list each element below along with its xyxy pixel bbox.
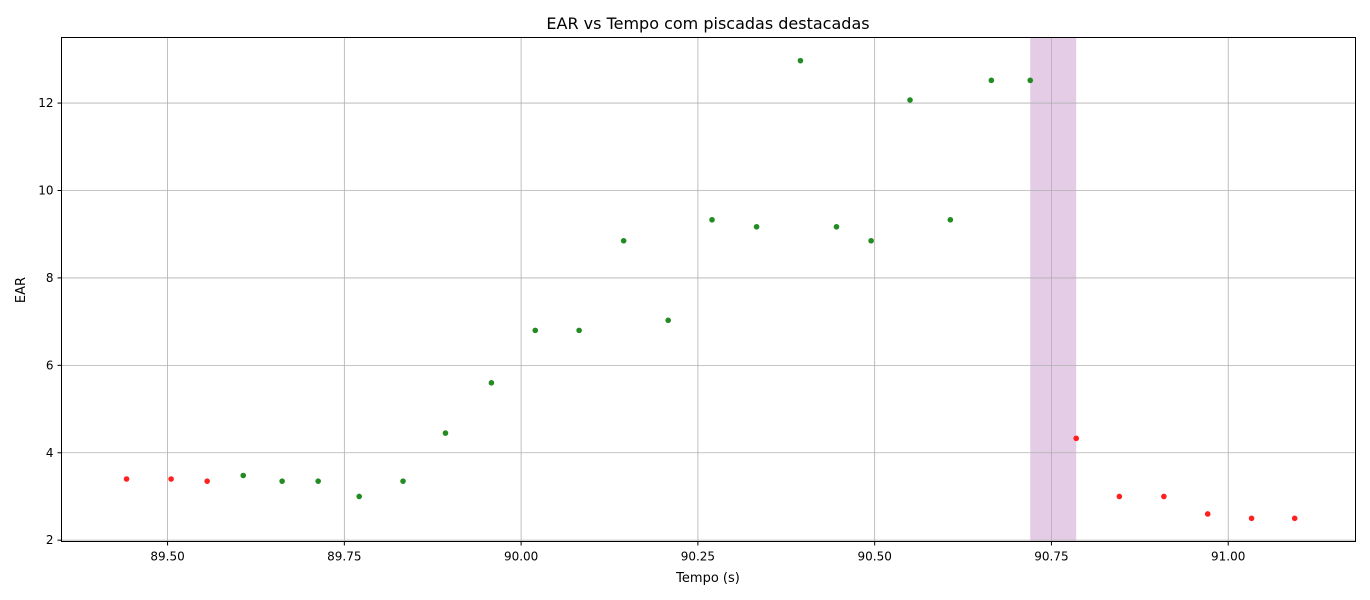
data-point xyxy=(204,478,210,484)
data-point xyxy=(1116,493,1123,500)
y-tick-label: 8 xyxy=(46,271,54,285)
data-point xyxy=(797,57,804,64)
data-point xyxy=(907,97,913,103)
data-point xyxy=(947,216,954,223)
data-point xyxy=(488,380,495,386)
plot-frame xyxy=(61,37,1356,542)
data-point xyxy=(240,472,247,479)
x-tick-label: 90.75 xyxy=(1034,550,1068,564)
data-point xyxy=(620,237,627,244)
data-point xyxy=(709,216,715,223)
x-tick-label: 89.50 xyxy=(150,550,184,564)
data-point xyxy=(1204,511,1211,517)
data-point xyxy=(168,476,174,482)
data-point xyxy=(123,476,130,482)
chart-title: EAR vs Tempo com piscadas destacadas xyxy=(546,14,869,33)
data-point xyxy=(356,493,362,500)
data-point xyxy=(665,317,671,324)
y-tick-label: 12 xyxy=(38,96,53,110)
data-point xyxy=(1161,493,1167,500)
x-tick-label: 90.25 xyxy=(681,550,715,564)
data-point xyxy=(400,478,406,484)
grid-layer xyxy=(61,37,1356,542)
x-tick-label: 89.75 xyxy=(327,550,361,564)
x-tick-label: 91.00 xyxy=(1211,550,1245,564)
data-point xyxy=(1248,515,1255,522)
points-layer xyxy=(123,57,1298,522)
blink-highlight-layer xyxy=(1030,37,1077,542)
data-point xyxy=(279,478,285,484)
y-axis-label: EAR xyxy=(14,277,29,303)
x-tick-label: 90.50 xyxy=(857,550,891,564)
y-tick-label: 2 xyxy=(46,533,54,547)
data-point xyxy=(868,237,874,244)
ticks-layer: 89.50 89.75 90.00 90.25 90.50 90.75 91.00 2 4 6 8 1… xyxy=(38,96,1245,563)
y-tick-label: 4 xyxy=(46,446,54,460)
data-point xyxy=(315,478,321,484)
data-point xyxy=(833,223,840,230)
x-axis-label: Tempo (s) xyxy=(675,571,740,586)
data-point xyxy=(442,430,449,436)
blink-highlight-span xyxy=(1030,37,1077,542)
y-tick-label: 10 xyxy=(38,183,53,197)
data-point xyxy=(753,223,760,230)
data-point xyxy=(1291,515,1298,522)
data-point xyxy=(532,327,539,334)
data-point xyxy=(1073,435,1079,442)
data-point xyxy=(988,77,995,84)
y-tick-label: 6 xyxy=(46,358,54,372)
x-tick-label: 90.00 xyxy=(504,550,538,564)
data-point xyxy=(1027,77,1034,84)
data-point xyxy=(576,327,582,334)
